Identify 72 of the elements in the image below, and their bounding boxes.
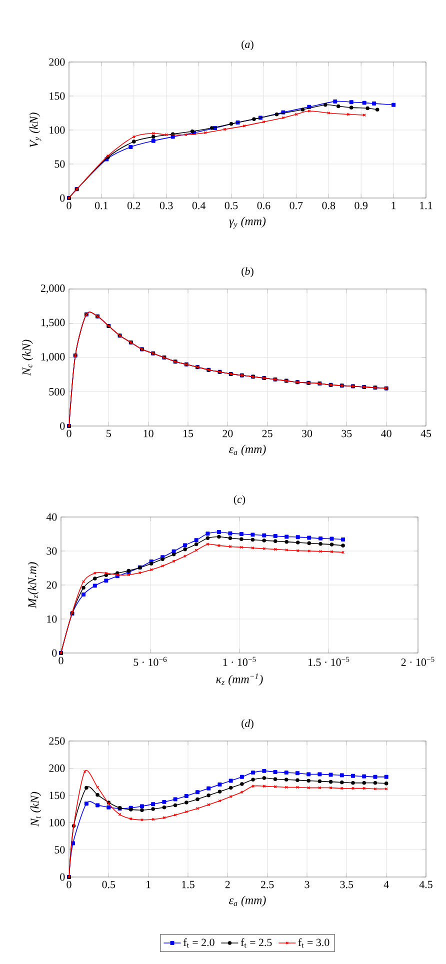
x-tick-label: 0.4 [192,202,206,210]
x-tick-label: 0.5 [102,880,116,888]
x-tick-label: 45 [420,430,432,438]
y-tick-label: 100 [50,818,65,826]
y-tick-label: 150 [50,92,65,100]
x-tick-label: 40 [381,430,392,438]
x-axis-title: κ$_{z}$ (mm$^{−1}$) [216,674,263,686]
legend-label: f$_{t}$ = 2.5 [240,938,272,948]
x-tick-label: 2 · 10$^{−5}$ [401,656,434,666]
y-tick-label: 0 [60,422,65,430]
y-tick-label: 1,000 [41,353,65,362]
x-tick-label: 1.5 [182,880,194,888]
legend-label: f$_{t}$ = 2.0 [183,938,214,948]
y-tick-label: 0 [60,873,65,881]
x-tick-label: 1 [146,880,150,888]
x-tick-label: 1 [392,202,396,210]
x-tick-label: 20 [222,430,233,438]
y-tick-label: 10 [47,615,57,623]
y-tick-label: 30 [46,547,57,555]
x-tick-label: 0 [66,430,72,438]
x-tick-label: 35 [342,430,352,438]
y-tick-label: 150 [50,792,65,800]
x-tick-label: 2 [225,880,230,888]
x-axis-title: ε$_{a}$ (mm) [229,896,266,907]
x-tick-label: 10 [144,430,154,438]
x-tick-label: 0.9 [354,202,368,210]
x-tick-label: 0.3 [160,202,173,210]
y-tick-label: 100 [50,126,65,134]
y-tick-label: 2,000 [40,284,65,294]
y-tick-label: 1,500 [41,318,65,328]
y-tick-label: 50 [54,846,65,854]
chart-title: (b) [242,267,254,278]
y-tick-label: 50 [54,160,65,168]
x-tick-label: 0.7 [290,202,303,210]
legend-label: f$_{t}$ = 3.0 [298,938,330,948]
x-tick-label: 1 · 10$^{−5}$ [223,656,256,666]
y-tick-label: 200 [49,764,65,772]
chart-title: (a) [242,40,254,50]
x-axis-title: γ$_{y}$ (mm) [229,216,266,229]
x-tick-label: 1.1 [420,202,432,210]
x-tick-label: 30 [302,430,312,438]
x-tick-label: 3.5 [340,880,354,888]
x-tick-label: 2.5 [260,880,274,888]
x-tick-label: 3 [304,880,310,888]
x-tick-label: 25 [262,430,272,438]
x-tick-label: 0.1 [95,202,108,210]
x-tick-label: 0.8 [322,202,336,210]
x-tick-label: 0 [66,202,72,210]
y-tick-label: 0 [52,649,57,657]
x-tick-label: 1.5 · 10$^{−5}$ [308,656,350,666]
x-tick-label: 0.5 [224,202,238,210]
y-axis-title: M$_{z}$(kN.m) [28,562,39,608]
y-tick-label: 20 [46,581,57,589]
y-tick-label: 40 [46,513,57,521]
x-axis-title: ε$_{a}$ (mm) [229,444,266,456]
x-tick-label: 4 [384,880,389,888]
x-tick-label: 5 [106,430,111,438]
y-tick-label: 200 [49,58,65,66]
x-tick-label: 0.2 [127,202,140,210]
x-tick-label: 15 [183,430,194,438]
y-axis-title: N$_{c}$ (kN) [22,340,33,376]
x-tick-label: 0.6 [257,202,270,210]
x-tick-label: 0 [66,880,72,888]
y-tick-label: 500 [49,388,65,396]
chart-title: (c) [234,495,246,506]
x-tick-label: 4.5 [419,880,432,888]
y-axis-title: N$_{t}$ (kN) [30,792,42,827]
y-tick-label: 0 [60,194,65,202]
x-tick-label: 5 · 10$^{−6}$ [134,656,167,666]
y-axis-title: V$_{y}$ (kN) [29,112,42,148]
chart-title: (d) [242,719,254,730]
y-tick-label: 250 [49,737,65,745]
